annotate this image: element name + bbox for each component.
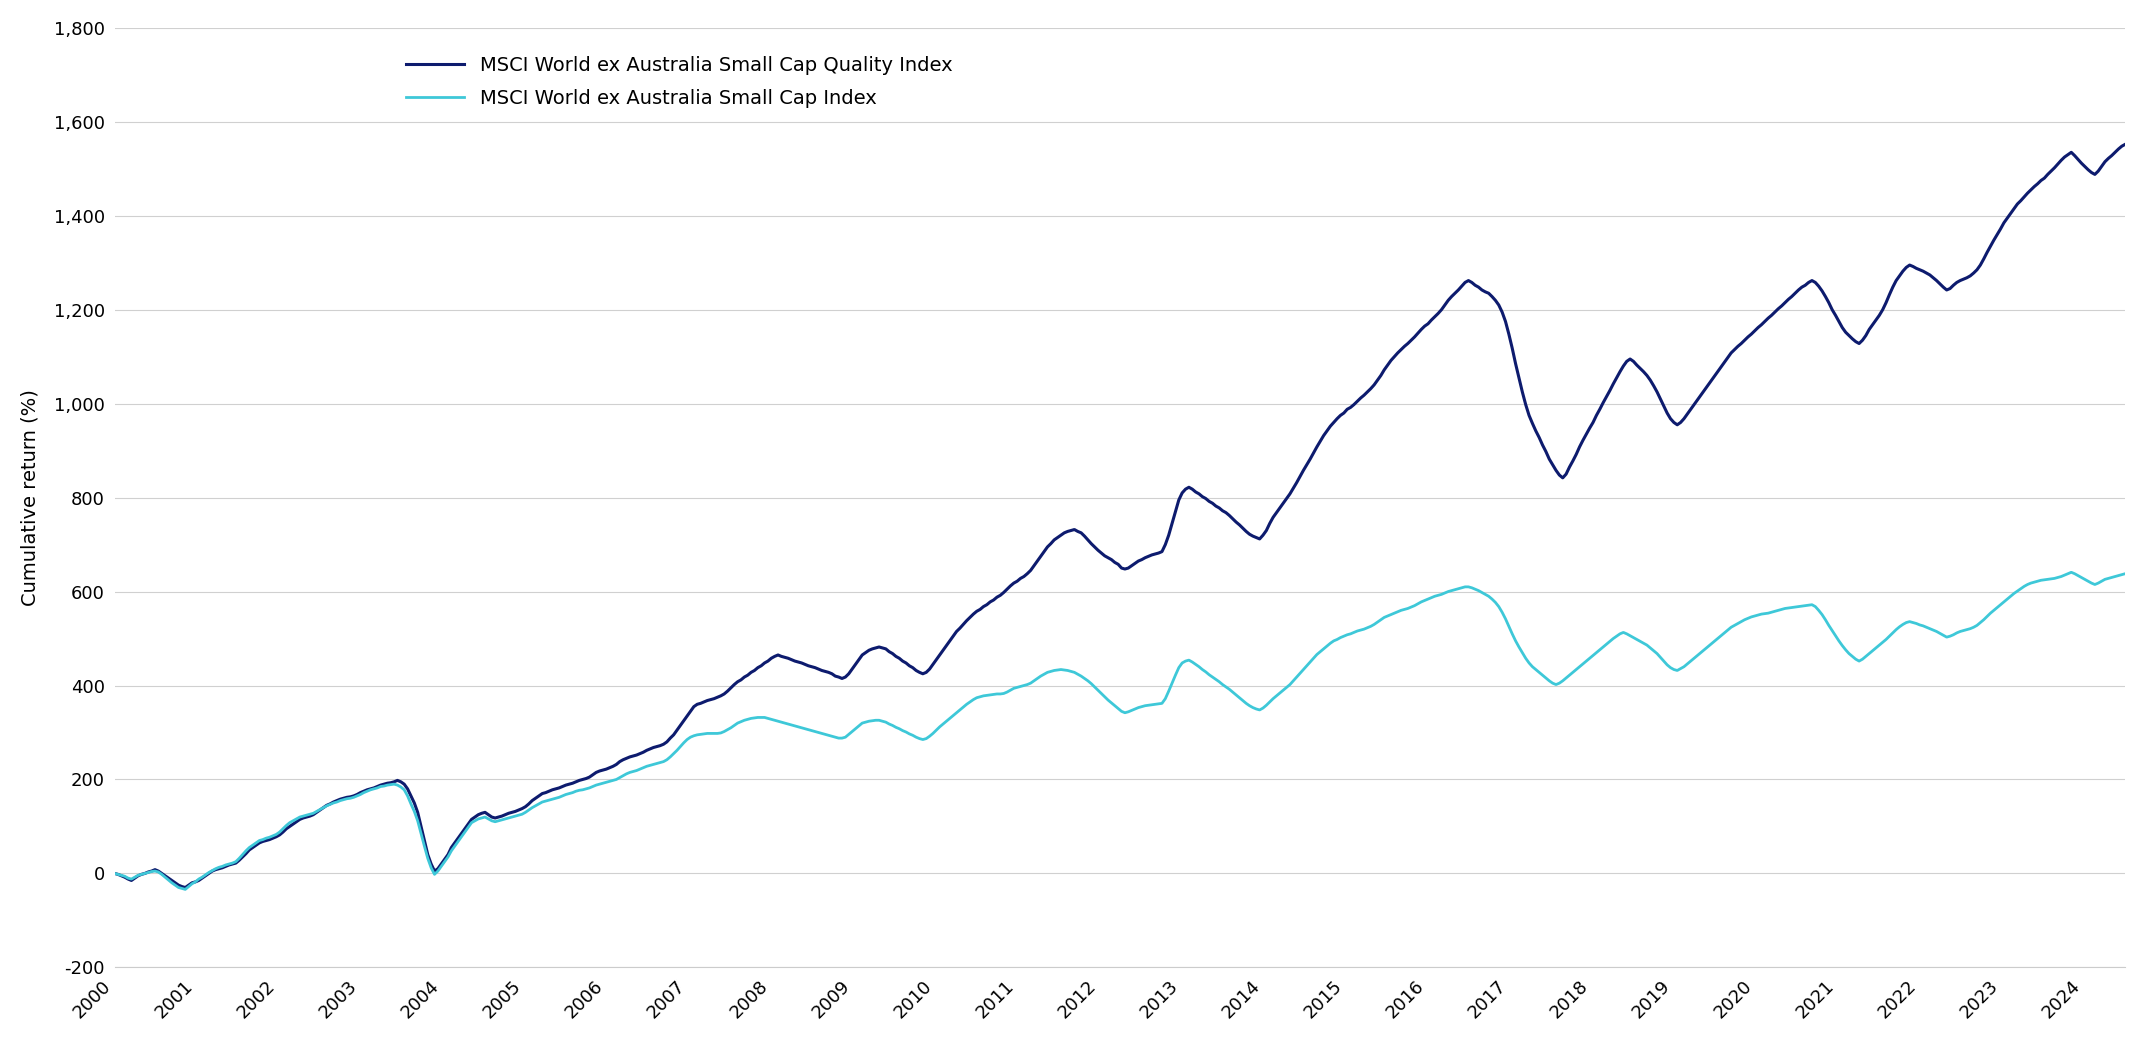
MSCI World ex Australia Small Cap Quality Index <box>449 827 474 840</box>
MSCI World ex Australia Small Cap Index <box>172 883 197 896</box>
MSCI World ex Australia Small Cap Index <box>1713 627 1738 639</box>
MSCI World ex Australia Small Cap Index <box>1891 618 1916 631</box>
MSCI World ex Australia Small Cap Quality Index <box>1384 346 1410 359</box>
Line: MSCI World ex Australia Small Cap Quality Index: MSCI World ex Australia Small Cap Qualit… <box>114 144 2125 888</box>
MSCI World ex Australia Small Cap Quality Index <box>442 836 468 849</box>
MSCI World ex Australia Small Cap Quality Index <box>1891 265 1916 277</box>
MSCI World ex Australia Small Cap Quality Index <box>2112 138 2137 150</box>
MSCI World ex Australia Small Cap Index <box>449 830 474 843</box>
MSCI World ex Australia Small Cap Index <box>101 867 127 879</box>
MSCI World ex Australia Small Cap Index <box>1667 662 1693 675</box>
MSCI World ex Australia Small Cap Index <box>1384 606 1410 618</box>
MSCI World ex Australia Small Cap Quality Index <box>1667 416 1693 429</box>
Y-axis label: Cumulative return (%): Cumulative return (%) <box>21 389 41 606</box>
Legend: MSCI World ex Australia Small Cap Quality Index, MSCI World ex Australia Small C: MSCI World ex Australia Small Cap Qualit… <box>406 56 953 108</box>
Line: MSCI World ex Australia Small Cap Index: MSCI World ex Australia Small Cap Index <box>114 573 2125 890</box>
MSCI World ex Australia Small Cap Quality Index <box>172 881 197 894</box>
MSCI World ex Australia Small Cap Index <box>2112 567 2137 580</box>
MSCI World ex Australia Small Cap Index <box>442 840 468 852</box>
MSCI World ex Australia Small Cap Index <box>2058 566 2084 579</box>
MSCI World ex Australia Small Cap Quality Index <box>101 867 127 879</box>
MSCI World ex Australia Small Cap Quality Index <box>1713 356 1738 368</box>
